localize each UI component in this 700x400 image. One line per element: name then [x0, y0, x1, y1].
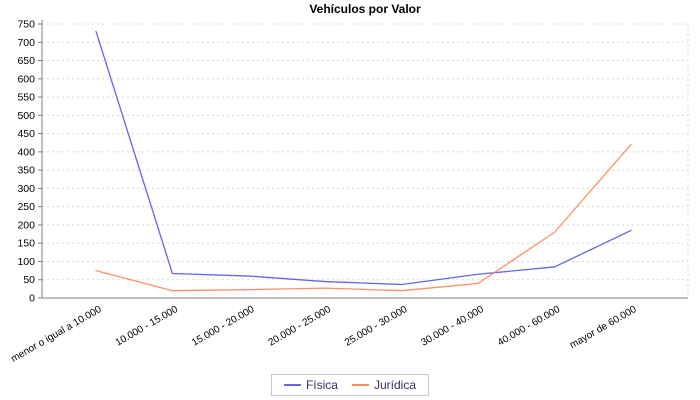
legend-swatch-fisica-line — [283, 384, 301, 386]
y-tick-label: 350 — [17, 165, 35, 177]
legend-item-juridica: Jurídica — [351, 378, 417, 392]
series-line-jurídica — [95, 143, 632, 292]
y-tick-label: 300 — [17, 183, 35, 195]
legend-item-fisica: Física — [283, 378, 338, 392]
y-tick-label: 100 — [17, 256, 35, 268]
chart-title: Vehículos por Valor — [309, 2, 421, 16]
x-category-label: 10.000 - 15.000 — [114, 304, 181, 349]
legend: Física Jurídica — [0, 374, 700, 396]
y-tick-label: 150 — [17, 238, 35, 250]
x-category-label: 30.000 - 40.000 — [419, 304, 486, 349]
series-line-física — [95, 30, 632, 286]
legend-label-fisica: Física — [305, 378, 338, 392]
y-tick-label: 650 — [17, 55, 35, 67]
x-category-label: 15.000 - 20.000 — [190, 304, 257, 349]
legend-box: Física Jurídica — [270, 374, 430, 396]
y-tick-label: 200 — [17, 219, 35, 231]
y-tick-label: 550 — [17, 92, 35, 104]
x-category-label: menor o igual a 10.000 — [9, 304, 103, 365]
y-tick-label: 750 — [17, 19, 35, 31]
y-tick-label: 600 — [17, 73, 35, 85]
y-tick-label: 400 — [17, 146, 35, 158]
y-tick-label: 250 — [17, 201, 35, 213]
x-category-label: 25.000 - 30.000 — [343, 304, 410, 349]
y-tick-label: 50 — [23, 274, 35, 286]
x-category-label: mayor de 60.000 — [568, 304, 639, 351]
y-tick-label: 500 — [17, 110, 35, 122]
x-category-label: 20.000 - 25.000 — [267, 304, 334, 349]
y-tick-label: 0 — [29, 293, 35, 305]
legend-swatch-juridica-line — [351, 384, 369, 386]
x-category-label: 40.000 - 60.000 — [496, 304, 563, 349]
legend-label-juridica: Jurídica — [373, 378, 417, 392]
y-tick-label: 700 — [17, 37, 35, 49]
y-tick-label: 450 — [17, 128, 35, 140]
